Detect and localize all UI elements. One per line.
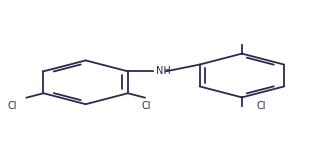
Text: Cl: Cl [141,101,151,111]
Text: Cl: Cl [8,101,17,111]
Text: NH: NH [156,66,170,76]
Text: Cl: Cl [256,101,265,111]
